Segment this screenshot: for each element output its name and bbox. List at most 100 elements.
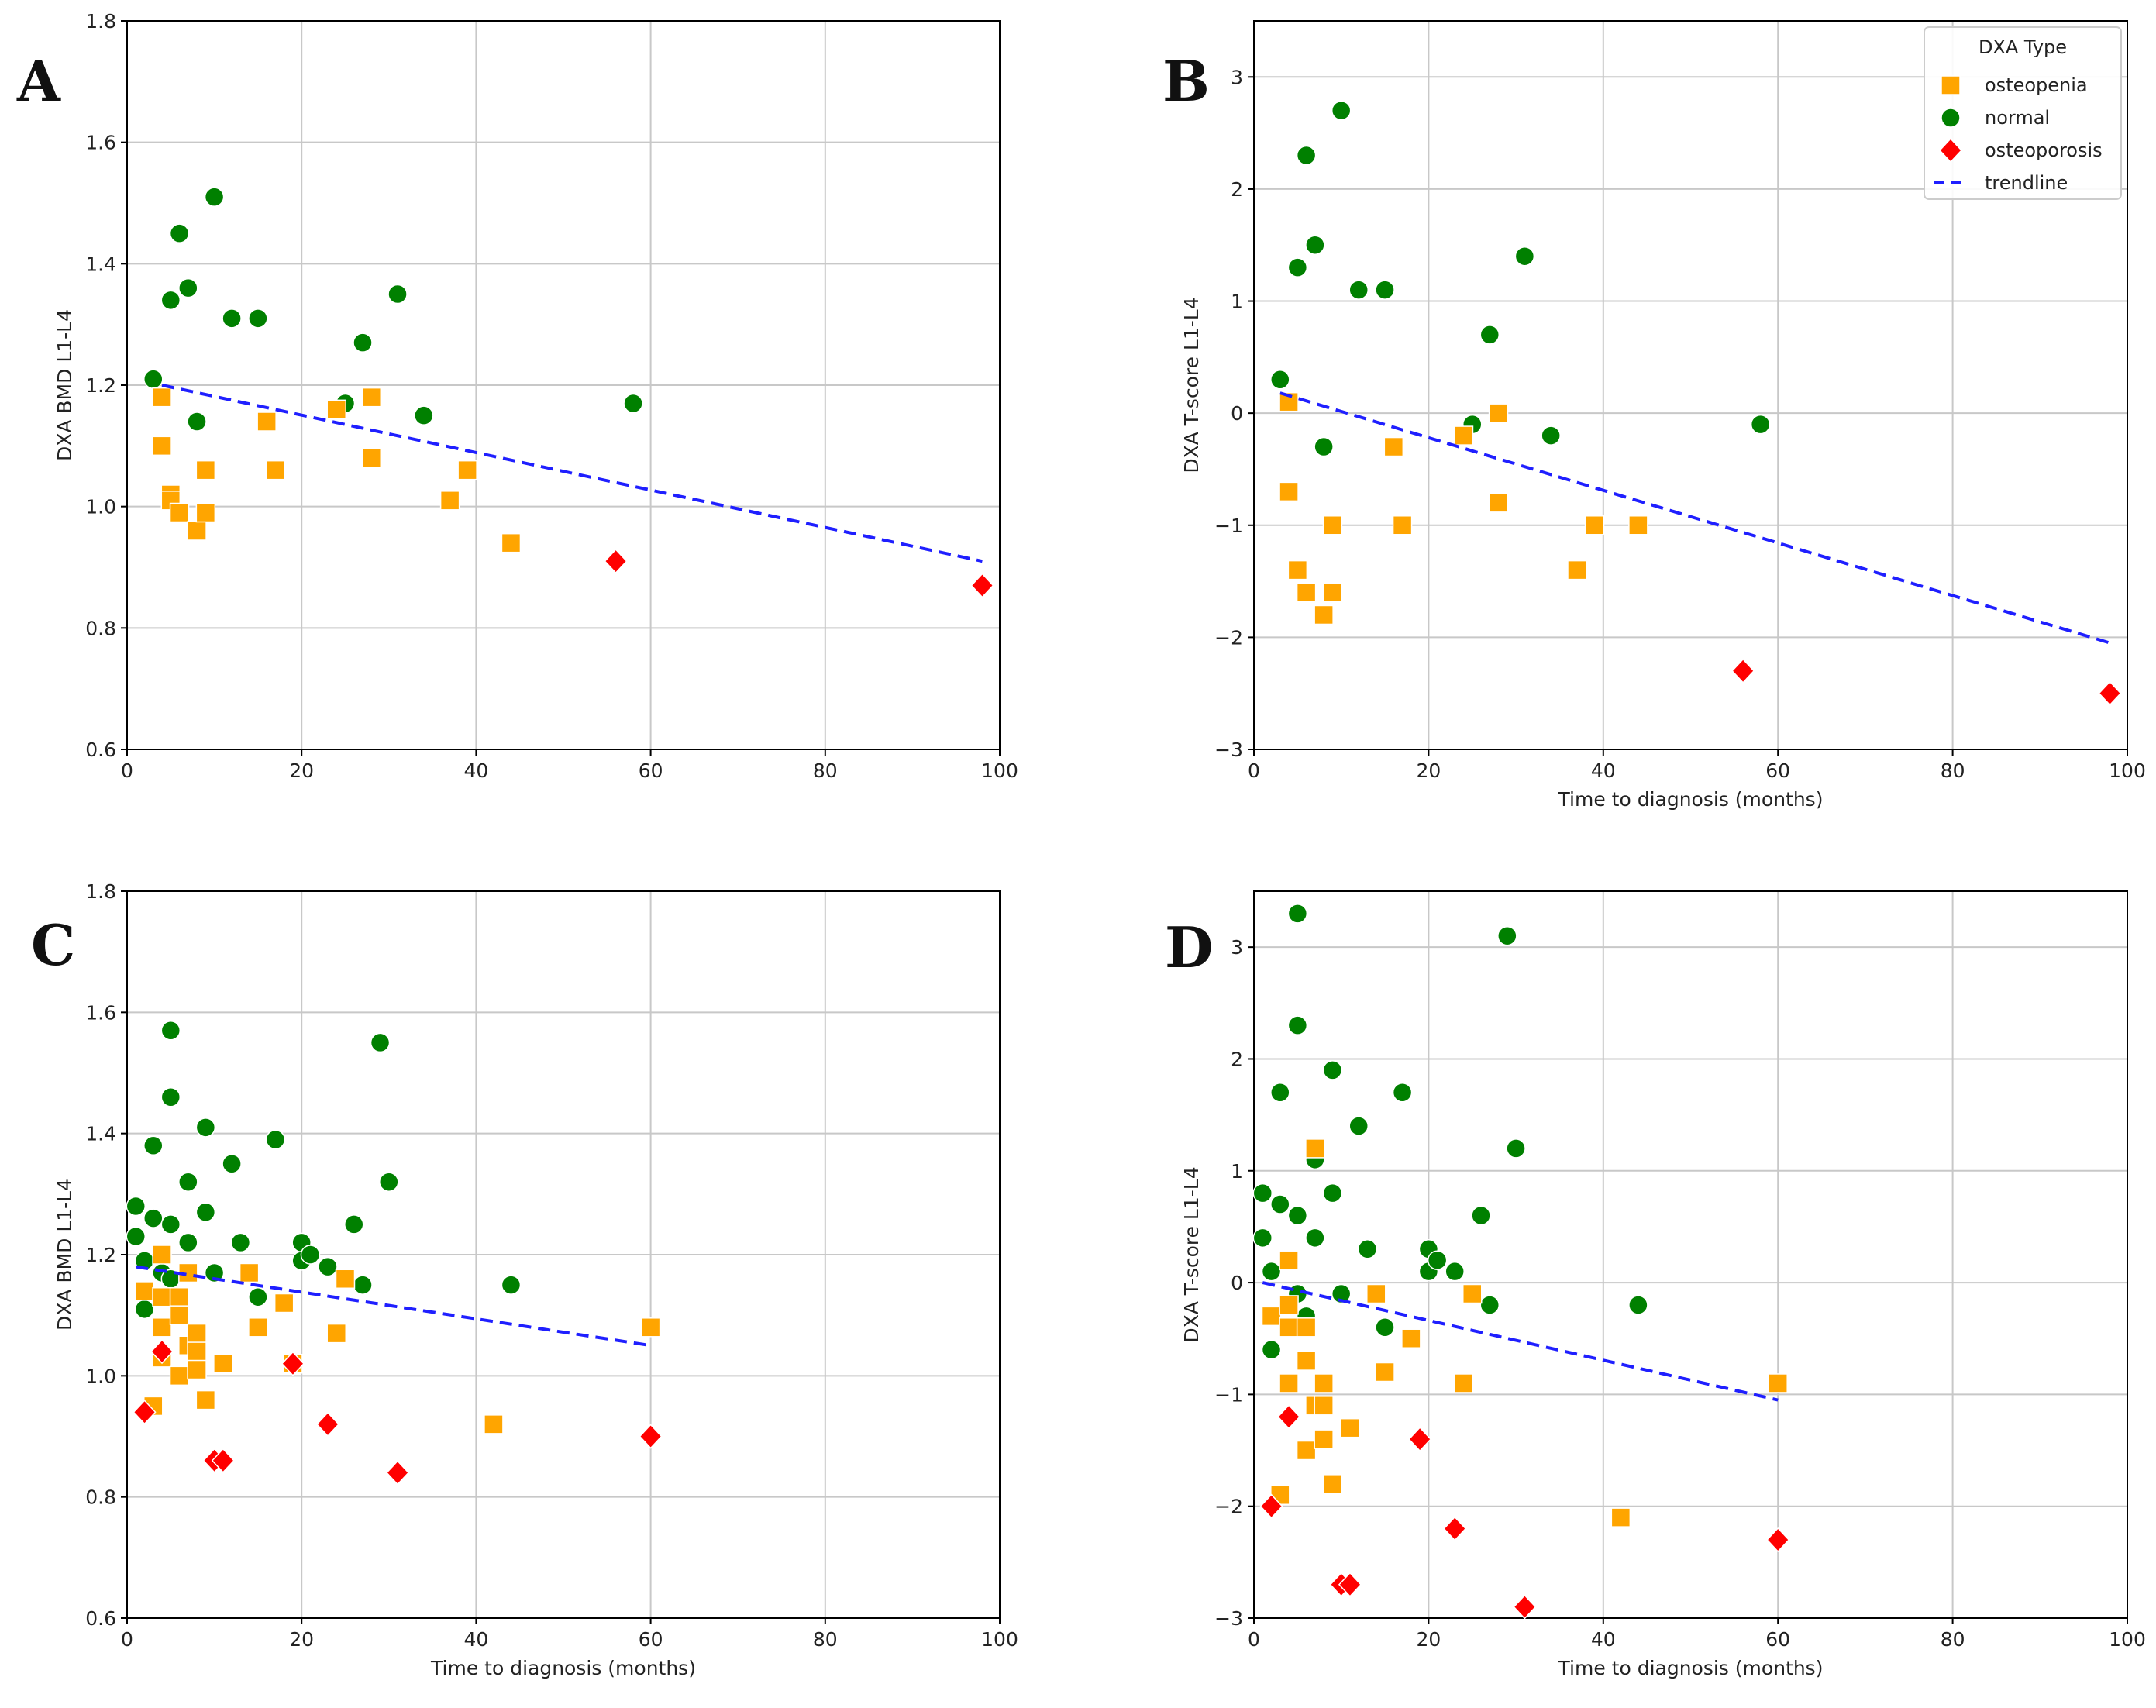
osteopenia-point: [361, 448, 382, 468]
normal-point: [1322, 1183, 1343, 1204]
normal-point: [134, 1299, 155, 1320]
y-tick-label: 1.6: [85, 132, 116, 154]
osteopenia-point: [1567, 560, 1587, 580]
series-osteoporosis: [604, 549, 994, 598]
osteopenia-point: [195, 502, 216, 523]
x-tick-label: 40: [463, 1628, 488, 1651]
osteopenia-point: [1453, 1373, 1474, 1393]
osteoporosis-point: [604, 549, 628, 574]
osteopenia-point: [1488, 403, 1509, 423]
normal-point: [1287, 1205, 1308, 1226]
x-tick-label: 80: [813, 1628, 838, 1651]
osteoporosis-point: [1513, 1594, 1537, 1620]
y-axis-label: DXA BMD L1-L4: [53, 1179, 76, 1331]
legend-title: DXA Type: [1979, 36, 2067, 58]
y-tick-label: 1.4: [85, 1123, 116, 1145]
normal-point: [187, 412, 207, 432]
x-tick-label: 80: [813, 759, 838, 782]
legend-marker-osteoporosis: [1938, 137, 1963, 164]
y-tick-label: 2: [1231, 178, 1243, 201]
osteopenia-point: [1279, 1295, 1299, 1315]
normal-point: [143, 369, 164, 389]
x-tick-label: 40: [1591, 759, 1616, 782]
series-normal: [143, 187, 643, 432]
normal-point: [178, 1172, 198, 1192]
legend-marker-normal: [1941, 108, 1961, 128]
x-tick-label: 100: [2109, 759, 2146, 782]
normal-point: [143, 1208, 164, 1228]
x-tick-label: 20: [1416, 759, 1441, 782]
osteopenia-point: [1314, 1396, 1334, 1416]
y-axis-label: DXA BMD L1-L4: [53, 309, 76, 461]
y-tick-label: 0.6: [85, 1607, 116, 1630]
x-tick-label: 40: [1591, 1628, 1616, 1651]
x-tick-label: 60: [1765, 759, 1790, 782]
normal-point: [623, 393, 643, 414]
osteopenia-point: [169, 502, 190, 523]
y-tick-label: 1.8: [85, 880, 116, 903]
y-tick-label: −2: [1214, 1496, 1243, 1518]
normal-point: [1296, 145, 1317, 166]
osteopenia-point: [1279, 481, 1299, 502]
osteopenia-point: [1401, 1328, 1421, 1348]
legend-label: osteopenia: [1985, 74, 2088, 96]
series-osteopenia: [1279, 391, 1648, 625]
normal-point: [126, 1226, 146, 1247]
normal-point: [178, 277, 198, 298]
x-tick-label: 60: [1765, 1628, 1790, 1651]
normal-point: [126, 1196, 146, 1217]
osteopenia-point: [169, 1365, 190, 1386]
normal-point: [1479, 325, 1500, 345]
y-axis-label: DXA T-score L1-L4: [1180, 297, 1203, 473]
normal-point: [387, 284, 408, 305]
normal-point: [353, 332, 373, 353]
osteopenia-point: [1392, 515, 1413, 535]
osteopenia-point: [1628, 515, 1648, 535]
osteoporosis-point: [150, 1338, 174, 1365]
osteopenia-point: [1314, 1373, 1334, 1393]
plot-frame: [1253, 20, 2128, 750]
osteopenia-point: [1340, 1417, 1360, 1438]
osteopenia-point: [1366, 1283, 1386, 1304]
x-tick-label: 20: [1416, 1628, 1441, 1651]
osteopenia-point: [152, 1245, 172, 1265]
y-tick-label: 0.6: [85, 739, 116, 761]
normal-point: [1331, 1283, 1352, 1304]
panel-letter-D: D: [1165, 914, 1213, 980]
x-axis-label: Time to diagnosis (months): [1558, 1657, 1824, 1679]
osteoporosis-point: [211, 1448, 235, 1473]
osteopenia-point: [361, 387, 382, 408]
normal-point: [379, 1172, 399, 1192]
legend-label: osteoporosis: [1985, 139, 2103, 161]
series-osteopenia: [152, 387, 522, 553]
osteopenia-point: [1383, 436, 1404, 457]
y-tick-label: 1.4: [85, 253, 116, 275]
y-tick-label: 1: [1231, 291, 1243, 313]
normal-point: [204, 1262, 225, 1283]
x-axis-label: Time to diagnosis (months): [1558, 788, 1824, 811]
osteopenia-point: [1261, 1306, 1282, 1327]
series-osteopenia: [134, 1245, 661, 1434]
x-tick-label: 60: [639, 759, 663, 782]
y-tick-label: −3: [1214, 739, 1243, 761]
normal-point: [1252, 1228, 1273, 1248]
osteopenia-point: [1314, 1429, 1334, 1449]
osteoporosis-point: [133, 1400, 157, 1425]
osteopenia-point: [326, 399, 346, 420]
normal-point: [160, 1021, 181, 1041]
x-tick-label: 100: [981, 759, 1018, 782]
series-osteoporosis: [1259, 1404, 1790, 1620]
osteopenia-point: [187, 1323, 207, 1344]
normal-point: [1445, 1261, 1465, 1282]
normal-point: [1514, 246, 1535, 267]
y-tick-label: 3: [1231, 936, 1243, 959]
osteopenia-point: [1296, 582, 1317, 603]
normal-point: [370, 1032, 391, 1053]
normal-point: [1375, 1317, 1395, 1338]
normal-point: [1348, 1116, 1369, 1136]
y-tick-label: 0: [1231, 402, 1243, 425]
osteopenia-point: [484, 1414, 504, 1434]
normal-point: [265, 1129, 286, 1150]
normal-point: [1348, 280, 1369, 300]
y-axis-label: DXA T-score L1-L4: [1180, 1166, 1203, 1342]
